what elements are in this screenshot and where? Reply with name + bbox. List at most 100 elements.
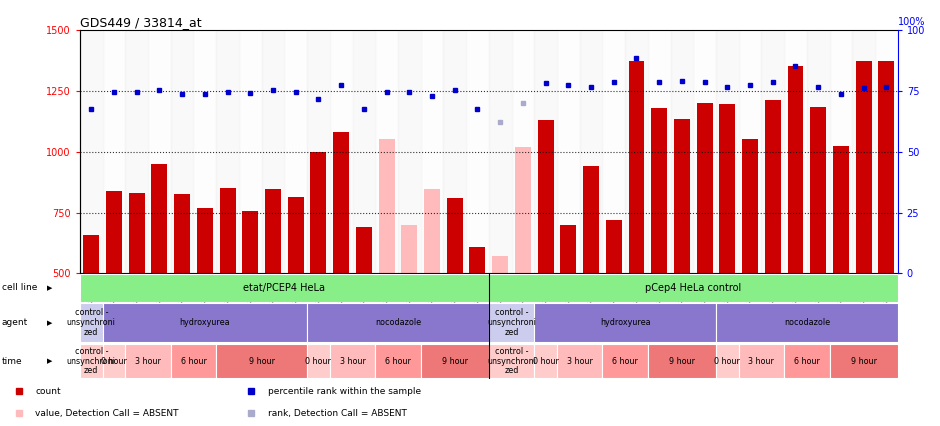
- Bar: [670, 30, 694, 273]
- Bar: [719, 104, 735, 273]
- Bar: [739, 30, 761, 273]
- Bar: [511, 30, 534, 273]
- Bar: [174, 194, 190, 273]
- Bar: [261, 30, 284, 273]
- Bar: [106, 191, 122, 273]
- Text: control -
unsynchroni
zed: control - unsynchroni zed: [67, 308, 116, 337]
- Bar: [603, 344, 648, 378]
- Bar: [194, 30, 216, 273]
- Bar: [493, 256, 509, 273]
- Bar: [421, 344, 489, 378]
- Text: control -
unsynchroni
zed: control - unsynchroni zed: [487, 308, 536, 337]
- Text: 3 hour: 3 hour: [748, 357, 775, 366]
- Bar: [469, 247, 485, 273]
- Bar: [330, 344, 375, 378]
- Bar: [151, 164, 167, 273]
- Bar: [424, 190, 440, 273]
- Text: 9 hour: 9 hour: [669, 357, 695, 366]
- Text: control -
unsynchroni
zed: control - unsynchroni zed: [67, 347, 116, 375]
- Bar: [102, 344, 125, 378]
- Text: 0 hour: 0 hour: [101, 357, 127, 366]
- Bar: [829, 344, 898, 378]
- Bar: [742, 139, 758, 273]
- Bar: [583, 166, 599, 273]
- Bar: [580, 30, 603, 273]
- Bar: [651, 108, 667, 273]
- Bar: [171, 30, 194, 273]
- Text: control -
unsynchroni
zed: control - unsynchroni zed: [487, 347, 536, 375]
- Bar: [716, 344, 739, 378]
- Bar: [129, 193, 145, 273]
- Text: hydroxyurea: hydroxyurea: [180, 318, 230, 327]
- Text: ▶: ▶: [47, 320, 53, 326]
- Text: 3 hour: 3 hour: [339, 357, 366, 366]
- Bar: [352, 30, 375, 273]
- Bar: [648, 30, 670, 273]
- Bar: [356, 227, 372, 273]
- Bar: [375, 344, 421, 378]
- Text: 6 hour: 6 hour: [180, 357, 207, 366]
- Bar: [149, 30, 171, 273]
- Text: time: time: [2, 357, 23, 366]
- Bar: [489, 303, 534, 342]
- Bar: [629, 61, 645, 273]
- Text: cell line: cell line: [2, 283, 38, 293]
- Bar: [716, 30, 739, 273]
- Text: nocodazole: nocodazole: [784, 318, 830, 327]
- Bar: [605, 220, 621, 273]
- Bar: [284, 30, 307, 273]
- Text: 6 hour: 6 hour: [794, 357, 820, 366]
- Bar: [84, 234, 100, 273]
- Bar: [330, 30, 352, 273]
- Bar: [80, 274, 489, 302]
- Bar: [379, 139, 395, 273]
- Bar: [102, 303, 307, 342]
- Text: 100%: 100%: [898, 17, 925, 27]
- Text: nocodazole: nocodazole: [375, 318, 421, 327]
- Bar: [398, 30, 420, 273]
- Text: GDS449 / 33814_at: GDS449 / 33814_at: [80, 16, 201, 29]
- Bar: [625, 30, 648, 273]
- Text: ▶: ▶: [47, 358, 53, 364]
- Bar: [784, 30, 807, 273]
- Bar: [216, 344, 307, 378]
- Bar: [807, 30, 829, 273]
- Text: ▶: ▶: [47, 285, 53, 291]
- Bar: [265, 190, 281, 273]
- Bar: [421, 30, 444, 273]
- Bar: [739, 344, 784, 378]
- Bar: [489, 30, 511, 273]
- Bar: [125, 344, 171, 378]
- Bar: [538, 120, 554, 273]
- Text: agent: agent: [2, 318, 28, 327]
- Bar: [243, 211, 258, 273]
- Bar: [788, 66, 804, 273]
- Bar: [307, 30, 330, 273]
- Bar: [489, 344, 534, 378]
- Bar: [784, 344, 829, 378]
- Bar: [446, 198, 462, 273]
- Text: 6 hour: 6 hour: [612, 357, 638, 366]
- Bar: [833, 146, 849, 273]
- Bar: [102, 30, 125, 273]
- Text: 6 hour: 6 hour: [385, 357, 411, 366]
- Bar: [216, 30, 239, 273]
- Bar: [196, 208, 212, 273]
- Bar: [466, 30, 489, 273]
- Bar: [716, 303, 898, 342]
- Text: 0 hour: 0 hour: [306, 357, 332, 366]
- Bar: [310, 152, 326, 273]
- Bar: [333, 132, 349, 273]
- Bar: [307, 344, 330, 378]
- Bar: [80, 30, 102, 273]
- Bar: [534, 344, 556, 378]
- Bar: [288, 197, 304, 273]
- Bar: [220, 188, 236, 273]
- Text: 0 hour: 0 hour: [714, 357, 741, 366]
- Text: count: count: [36, 386, 61, 396]
- Bar: [171, 344, 216, 378]
- Bar: [307, 303, 489, 342]
- Text: 0 hour: 0 hour: [533, 357, 558, 366]
- Text: value, Detection Call = ABSENT: value, Detection Call = ABSENT: [36, 409, 179, 418]
- Bar: [697, 103, 713, 273]
